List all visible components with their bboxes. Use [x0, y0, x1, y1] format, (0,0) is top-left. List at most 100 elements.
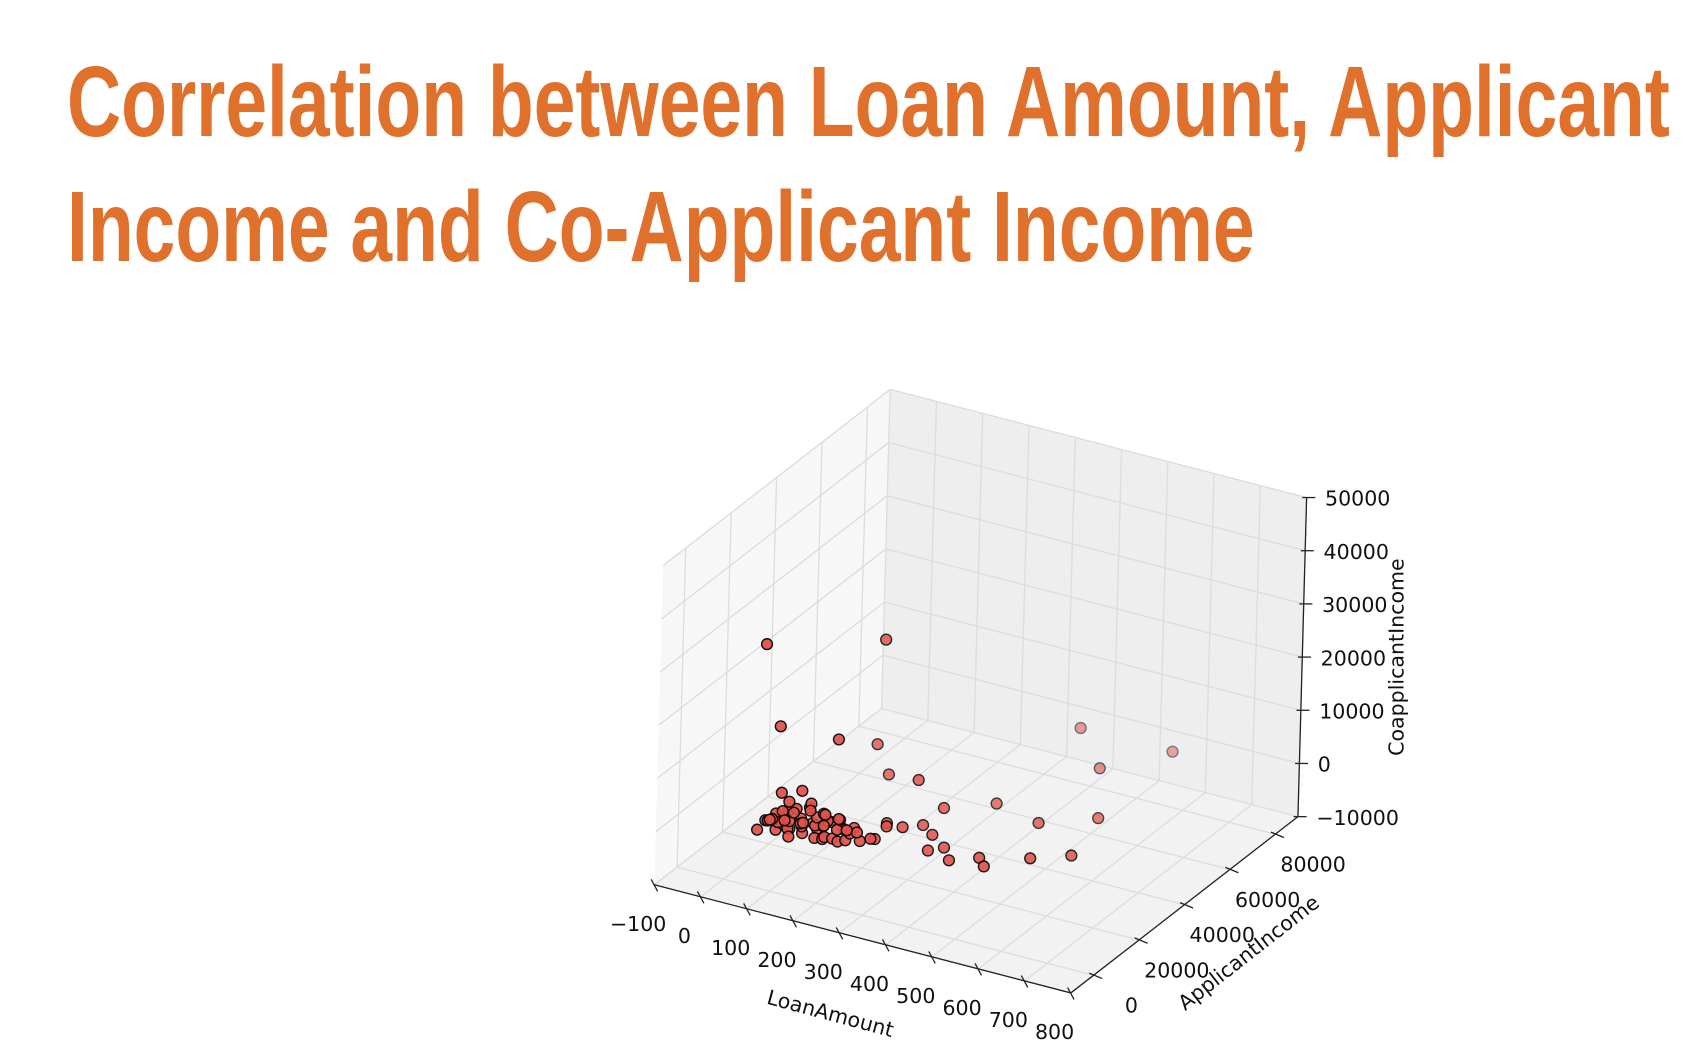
- data-point: [916, 818, 930, 832]
- x-axis-line: [654, 884, 1071, 994]
- data-point: [832, 733, 846, 746]
- data-point: [880, 633, 893, 646]
- y-tick-label: 40000: [1190, 923, 1255, 947]
- z-grid-line: [882, 654, 1300, 765]
- x-tick: [1067, 987, 1075, 1000]
- data-point: [937, 801, 951, 815]
- data-point: [1092, 812, 1105, 825]
- z-tick-label: 50000: [1325, 487, 1390, 511]
- z-tick-label: 0: [1318, 753, 1331, 777]
- z-axis-label: CoapplicantIncome: [1384, 558, 1408, 756]
- x-tick: [835, 927, 844, 940]
- z-grid-line: [655, 654, 884, 833]
- y-tick-label: 60000: [1235, 888, 1300, 912]
- data-point: [775, 786, 788, 799]
- data-point: [1074, 721, 1087, 735]
- data-point: [796, 784, 809, 797]
- x-tick: [696, 891, 705, 904]
- data-point: [871, 738, 884, 751]
- data-point: [751, 823, 764, 836]
- y-grid-line: [813, 760, 1230, 871]
- y-grid-line: [858, 725, 1276, 835]
- data-point: [778, 814, 791, 827]
- x-tick-label: 700: [989, 1008, 1028, 1032]
- data-point: [763, 813, 776, 826]
- data-point: [760, 638, 774, 651]
- data-point: [1024, 852, 1037, 865]
- z-tick-label: 10000: [1319, 699, 1384, 723]
- z-grid-line: [888, 441, 1306, 552]
- x-tick: [1020, 975, 1029, 988]
- data-point: [942, 854, 956, 867]
- z-grid-line: [662, 388, 891, 567]
- data-point: [921, 844, 935, 857]
- data-point: [990, 797, 1003, 810]
- data-point: [840, 824, 853, 837]
- slide-title: Correlation between Loan Amount, Applica…: [67, 46, 1670, 283]
- z-tick-label: 30000: [1322, 593, 1387, 617]
- data-point: [864, 832, 877, 845]
- data-point: [1032, 816, 1045, 830]
- x-tick-label: 500: [896, 984, 935, 1008]
- z-grid-line: [884, 601, 1302, 711]
- y-grid-line: [722, 831, 1140, 941]
- z-grid-line: [881, 707, 1299, 818]
- data-point: [796, 816, 810, 829]
- y-tick: [1088, 972, 1103, 980]
- x-tick: [650, 879, 659, 892]
- data-point: [817, 819, 830, 832]
- x-tick: [881, 939, 890, 952]
- data-point: [787, 806, 801, 819]
- x-tick-label: 800: [1035, 1020, 1074, 1044]
- data-point: [783, 795, 796, 808]
- x-tick-label: −100: [610, 912, 666, 936]
- data-point: [832, 812, 845, 826]
- x-tick: [928, 951, 936, 964]
- z-grid-line: [885, 548, 1303, 658]
- x-tick: [789, 915, 798, 928]
- x-tick-label: 300: [804, 960, 843, 984]
- data-point: [804, 804, 817, 817]
- points: [751, 633, 1179, 873]
- z-grid-line: [661, 442, 890, 620]
- data-point: [977, 860, 990, 873]
- x-tick-label: 100: [711, 936, 750, 960]
- x-tick-label: 600: [942, 996, 981, 1020]
- z-grid-line: [659, 495, 888, 673]
- y-tick: [1179, 902, 1194, 909]
- y-tick-label: 0: [1125, 994, 1138, 1018]
- data-point: [880, 820, 893, 833]
- data-point: [896, 821, 909, 834]
- x-tick-label: 200: [757, 948, 796, 972]
- x-tick: [974, 963, 983, 976]
- z-grid-line: [887, 495, 1304, 605]
- data-point: [774, 720, 787, 733]
- z-tick-label: −10000: [1316, 806, 1399, 830]
- data-point: [937, 841, 951, 854]
- y-grid-line: [676, 866, 1094, 976]
- data-point: [850, 826, 864, 839]
- z-grid-line: [658, 548, 887, 726]
- z-grid-line: [890, 388, 1307, 499]
- x-tick-label: 400: [850, 972, 889, 996]
- data-point: [819, 808, 832, 821]
- y-tick-label: 20000: [1144, 958, 1209, 982]
- data-point: [912, 773, 925, 787]
- z-tick-label: 20000: [1321, 646, 1386, 670]
- data-point: [1166, 745, 1179, 758]
- y-tick: [1134, 937, 1148, 944]
- data-point: [1065, 849, 1078, 862]
- z-tick-label: 40000: [1324, 540, 1389, 564]
- y-tick: [1270, 831, 1285, 839]
- data-point: [1093, 762, 1106, 775]
- z-grid-line: [656, 601, 885, 779]
- data-point: [782, 830, 795, 843]
- x-tick: [743, 903, 751, 916]
- axes: −100010020030040050060070080002000040000…: [610, 487, 1409, 1044]
- y-tick: [1225, 866, 1239, 874]
- x-tick-label: 0: [678, 924, 691, 948]
- data-point: [882, 768, 896, 781]
- y-tick-label: 80000: [1280, 853, 1345, 877]
